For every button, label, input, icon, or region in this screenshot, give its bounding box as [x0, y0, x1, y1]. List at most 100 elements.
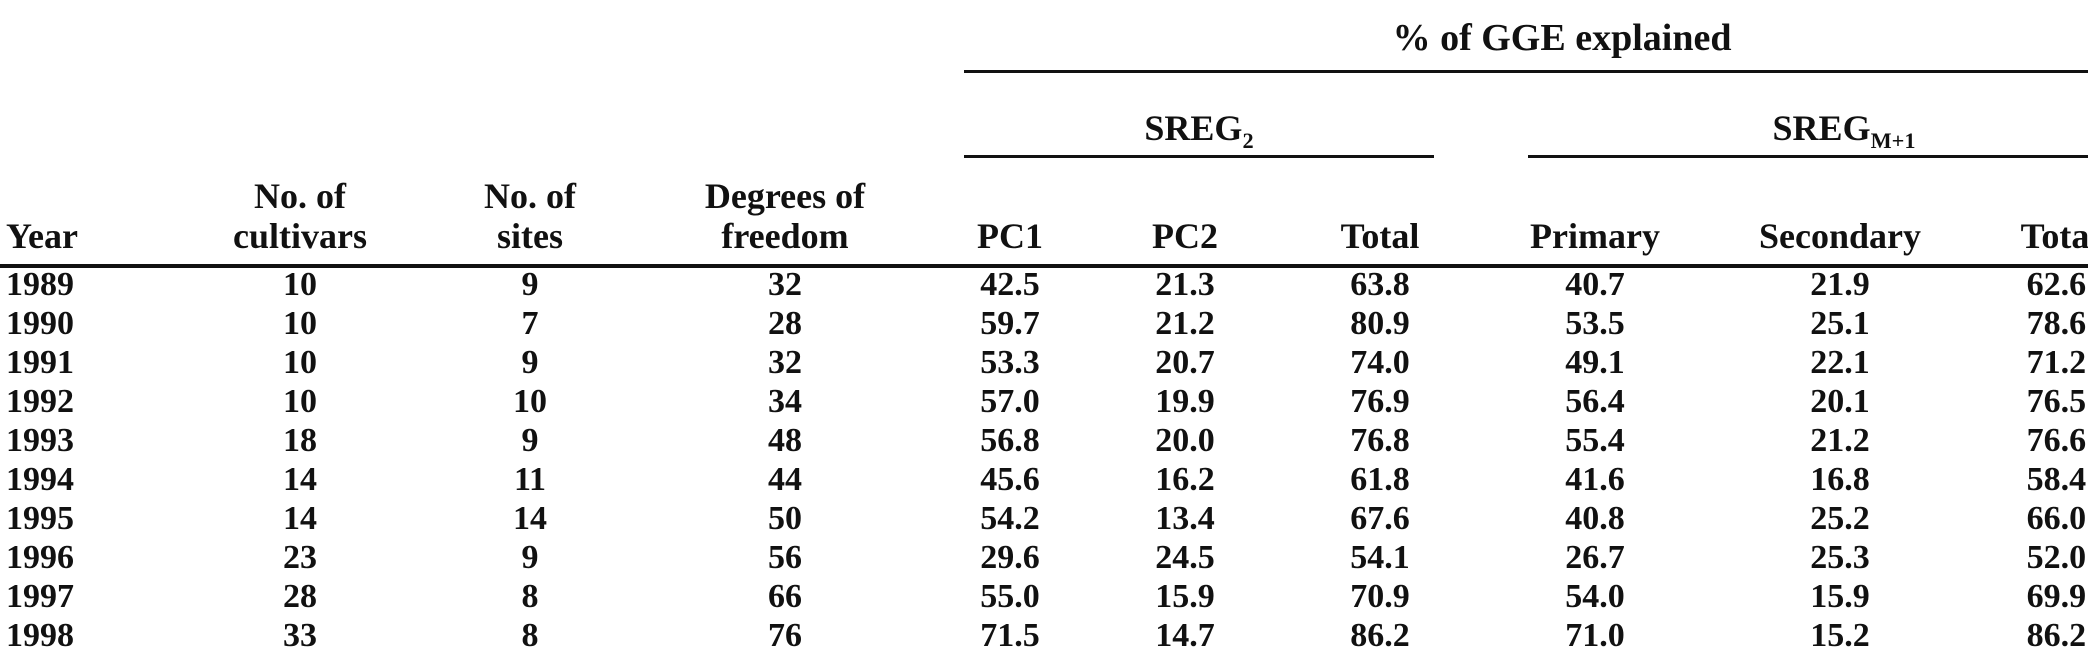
table-cell: 1997	[6, 578, 74, 615]
table-cell: 22.1	[1810, 344, 1870, 381]
table-cell: 8	[521, 617, 539, 654]
table-cell: 20.7	[1155, 344, 1215, 381]
table-row: 1997 28 8 66 55.0 15.9 70.9 54.0 15.9 69.9	[0, 580, 2088, 619]
table-cell: 21.9	[1810, 266, 1870, 303]
gge-explained-heading: % of GGE explained	[964, 18, 2088, 73]
sregm1-base: SREG	[1772, 108, 1871, 148]
table-row: 1991 10 9 32 53.3 20.7 74.0 49.1 22.1 71.2	[0, 346, 2088, 385]
table-cell: 32	[768, 344, 802, 381]
table-cell: 57.0	[980, 383, 1040, 420]
table-cell: 45.6	[980, 461, 1040, 498]
table-cell: 59.7	[980, 305, 1040, 342]
span-header-row: % of GGE explained	[0, 0, 2088, 91]
table-cell: 21.2	[1810, 422, 1870, 459]
table-cell: 56.4	[1565, 383, 1625, 420]
table-cell: 86.2	[1350, 617, 1410, 654]
column-header-pc2: PC2	[1080, 176, 1290, 268]
table-cell: 1992	[6, 383, 74, 420]
sreg2-subscript: 2	[1242, 128, 1254, 154]
table-cell: 1989	[6, 266, 74, 303]
group-header-row: SREG2 SREGM+1	[0, 91, 2088, 176]
table-cell: 8	[521, 578, 539, 615]
table-cell: 10	[283, 305, 317, 342]
table-cell: 54.1	[1350, 539, 1410, 576]
table-cell: 11	[513, 461, 547, 498]
table-cell: 76.8	[1350, 422, 1410, 459]
column-header-sites: No. of sites	[430, 176, 630, 268]
table-row: 1998 33 8 76 71.5 14.7 86.2 71.0 15.2 86.2	[0, 619, 2088, 658]
table-cell: 74	[630, 658, 940, 661]
table-row: 1996 23 9 56 29.6 24.5 54.1 26.7 25.3 52.0	[0, 541, 2088, 580]
table-cell: 17.4	[1080, 658, 1290, 661]
table-cell: 20.1	[1810, 383, 1870, 420]
group-header-sregm1: SREGM+1	[1470, 91, 2088, 176]
table-cell: 21.2	[1155, 305, 1215, 342]
column-header-total-sreg2: Total	[1290, 176, 1470, 268]
table-cell: 10	[283, 344, 317, 381]
table-cell: 19.9	[1155, 383, 1215, 420]
table-cell: 15.9	[1155, 578, 1215, 615]
table-cell: 76.5	[2026, 383, 2087, 420]
table-cell: 53.5	[1565, 305, 1625, 342]
table-cell: 25.1	[1810, 305, 1870, 342]
table-cell: 52.0	[2026, 539, 2087, 576]
table-cell: 40.7	[1565, 266, 1625, 303]
table-cell: 41.6	[1565, 461, 1625, 498]
table-cell: 9	[430, 658, 630, 661]
table-cell: 71.2	[2026, 344, 2087, 381]
table-cell: 18	[283, 422, 317, 459]
table-cell: 20.0	[1155, 422, 1215, 459]
table-cell: 26.7	[1565, 539, 1625, 576]
table-cell: 32	[768, 266, 802, 303]
table-cell: 15.9	[1810, 578, 1870, 615]
table-body: 1989 10 9 32 42.5 21.3 63.8 40.7 21.9 62.6 1990 10 7…	[0, 266, 2088, 661]
table-cell: 51.5	[940, 658, 1080, 661]
table-cell: 76.9	[1350, 383, 1410, 420]
table-cell: 56	[768, 539, 802, 576]
table-cell: 68.4	[1960, 658, 2088, 661]
table-cell: 1999	[0, 658, 170, 661]
table-cell: 40.8	[1565, 500, 1625, 537]
table-cell: 76.6	[2026, 422, 2087, 459]
table-cell: 9	[521, 422, 539, 459]
table-cell: 1990	[6, 305, 74, 342]
table-cell: 14	[283, 461, 317, 498]
table-cell: 14.7	[1155, 617, 1215, 654]
table-row: 1995 14 14 50 54.2 13.4 67.6 40.8 25.2 66.0	[0, 502, 2088, 541]
table-cell: 71.0	[1565, 617, 1625, 654]
table-cell: 9	[521, 266, 539, 303]
column-header-secondary: Secondary	[1720, 176, 1960, 268]
table-cell: 28	[768, 305, 802, 342]
table-cell: 50	[768, 500, 802, 537]
table-cell: 33	[283, 617, 317, 654]
table-cell: 62.6	[2026, 266, 2087, 303]
table-cell: 28	[283, 578, 317, 615]
table-cell: 9	[521, 539, 539, 576]
sreg2-base: SREG	[1144, 108, 1243, 148]
table-row: 1993 18 9 48 56.8 20.0 76.8 55.4 21.2 76.6	[0, 424, 2088, 463]
table-cell: 76	[768, 617, 802, 654]
table-cell: 23	[283, 539, 317, 576]
table-cell: 66.0	[2026, 500, 2087, 537]
group-header-spacer	[0, 91, 940, 176]
table-cell: 78.6	[2026, 305, 2087, 342]
sregm1-heading: SREGM+1	[1528, 109, 2088, 158]
table-cell: 7	[521, 305, 539, 342]
sreg2-heading: SREG2	[964, 109, 1434, 158]
column-header-total-sregm1: Total	[1960, 176, 2088, 268]
table-cell: 16.2	[1155, 461, 1215, 498]
table-row: 19993197451.517.468.950.717.768.4	[0, 658, 2088, 661]
table-cell: 1996	[6, 539, 74, 576]
table-cell: 1993	[6, 422, 74, 459]
table-cell: 25.2	[1810, 500, 1870, 537]
column-header-primary: Primary	[1470, 176, 1720, 268]
column-header-cultivars: No. of cultivars	[170, 176, 430, 268]
table-cell: 15.2	[1810, 617, 1870, 654]
table-cell: 53.3	[980, 344, 1040, 381]
table-cell: 50.7	[1470, 658, 1720, 661]
table-cell: 55.0	[980, 578, 1040, 615]
table-cell: 68.9	[1290, 658, 1470, 661]
span-header-cell: % of GGE explained	[940, 0, 2088, 91]
